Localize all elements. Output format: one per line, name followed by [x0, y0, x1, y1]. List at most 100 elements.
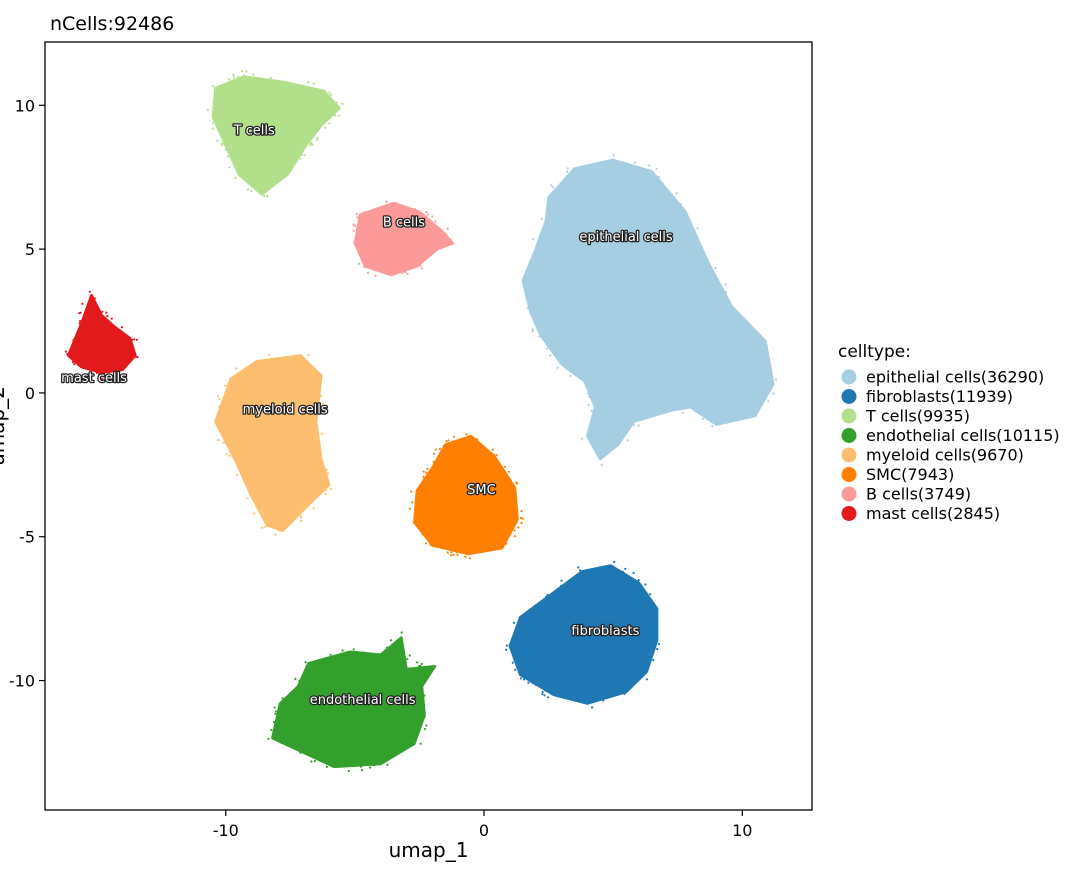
cell-point	[682, 260, 686, 263]
cell-point	[451, 532, 454, 536]
cell-point	[266, 524, 269, 527]
cell-point	[109, 357, 112, 360]
cell-point	[307, 110, 310, 113]
cell-point	[391, 676, 394, 680]
cell-point	[287, 387, 290, 390]
cell-point	[622, 642, 625, 645]
cell-point	[382, 679, 385, 682]
cell-point	[600, 463, 603, 466]
cell-point	[669, 343, 672, 347]
cell-point	[298, 738, 301, 742]
cell-point	[539, 622, 542, 626]
cell-point	[526, 670, 529, 673]
legend-label-epithelial-cells: epithelial cells(36290)	[866, 368, 1044, 387]
cell-point	[714, 309, 718, 312]
cell-point	[628, 286, 631, 289]
cell-point	[386, 253, 389, 257]
cell-point	[295, 124, 298, 128]
cell-point	[108, 352, 111, 355]
cell-point	[553, 234, 556, 237]
cell-point	[393, 207, 396, 210]
cell-point	[551, 207, 554, 210]
cell-point	[682, 233, 686, 236]
cell-point	[613, 263, 616, 266]
cell-point	[299, 751, 302, 754]
cell-point	[593, 639, 596, 642]
cell-point	[683, 276, 686, 279]
cell-point	[250, 99, 253, 102]
cell-point	[474, 501, 477, 504]
cell-point	[258, 367, 261, 370]
cell-point	[574, 224, 577, 227]
cell-point	[547, 696, 550, 699]
cell-point	[253, 512, 256, 515]
cell-point	[619, 366, 622, 369]
cell-point	[298, 478, 301, 481]
cell-point	[246, 497, 249, 500]
cell-point	[319, 383, 322, 386]
cell-point	[385, 257, 388, 260]
cell-point	[615, 171, 618, 174]
cell-point	[519, 516, 523, 520]
cell-point	[365, 652, 368, 655]
cell-point	[308, 97, 311, 100]
cell-point	[636, 337, 640, 340]
cell-point	[699, 296, 702, 299]
cell-point	[446, 447, 449, 450]
cell-point	[111, 353, 114, 356]
cell-point	[308, 422, 311, 425]
cell-point	[556, 673, 559, 676]
cell-point	[599, 400, 602, 404]
cell-point	[252, 164, 256, 167]
cell-point	[441, 498, 444, 502]
cell-point	[406, 272, 409, 275]
cell-point	[437, 491, 440, 494]
cell-point	[91, 346, 94, 350]
cell-point	[595, 309, 598, 312]
cell-point	[416, 243, 419, 246]
cell-point	[253, 456, 256, 459]
cell-point	[363, 710, 366, 713]
cell-point	[279, 477, 282, 480]
cell-point	[399, 664, 403, 668]
cell-point	[231, 113, 235, 116]
cell-point	[561, 201, 564, 205]
cell-point	[370, 256, 373, 259]
cell-point	[265, 109, 268, 112]
cell-point	[444, 473, 447, 476]
cell-point	[248, 137, 251, 140]
cell-point	[590, 641, 593, 644]
cell-point	[621, 601, 625, 605]
cell-point	[321, 673, 324, 676]
cell-point	[360, 769, 364, 772]
cell-point	[569, 687, 572, 690]
cell-point	[578, 699, 581, 702]
cell-point	[625, 209, 629, 212]
cell-point	[538, 633, 541, 637]
cell-point	[504, 517, 507, 520]
cell-point	[600, 585, 603, 588]
cell-point	[652, 275, 655, 278]
cell-point	[299, 446, 302, 450]
cluster-body-SMC	[413, 434, 519, 556]
cell-point	[601, 174, 604, 177]
cell-point	[305, 664, 308, 667]
cell-point	[633, 672, 636, 675]
cell-point	[560, 579, 563, 582]
cell-point	[577, 609, 580, 612]
legend-item-mast-cells: mast cells(2845)	[841, 504, 1000, 523]
cell-point	[222, 112, 225, 115]
cell-point	[306, 133, 309, 136]
cell-point	[289, 510, 292, 513]
cell-point	[307, 81, 310, 84]
cell-point	[291, 83, 294, 86]
cell-point	[277, 391, 280, 394]
cell-point	[318, 449, 321, 452]
cell-point	[489, 456, 492, 459]
cell-point	[104, 365, 107, 368]
cell-point	[313, 433, 316, 436]
cell-point	[655, 167, 658, 170]
cell-point	[632, 189, 635, 192]
cell-point	[318, 403, 321, 406]
cell-point	[648, 260, 651, 263]
